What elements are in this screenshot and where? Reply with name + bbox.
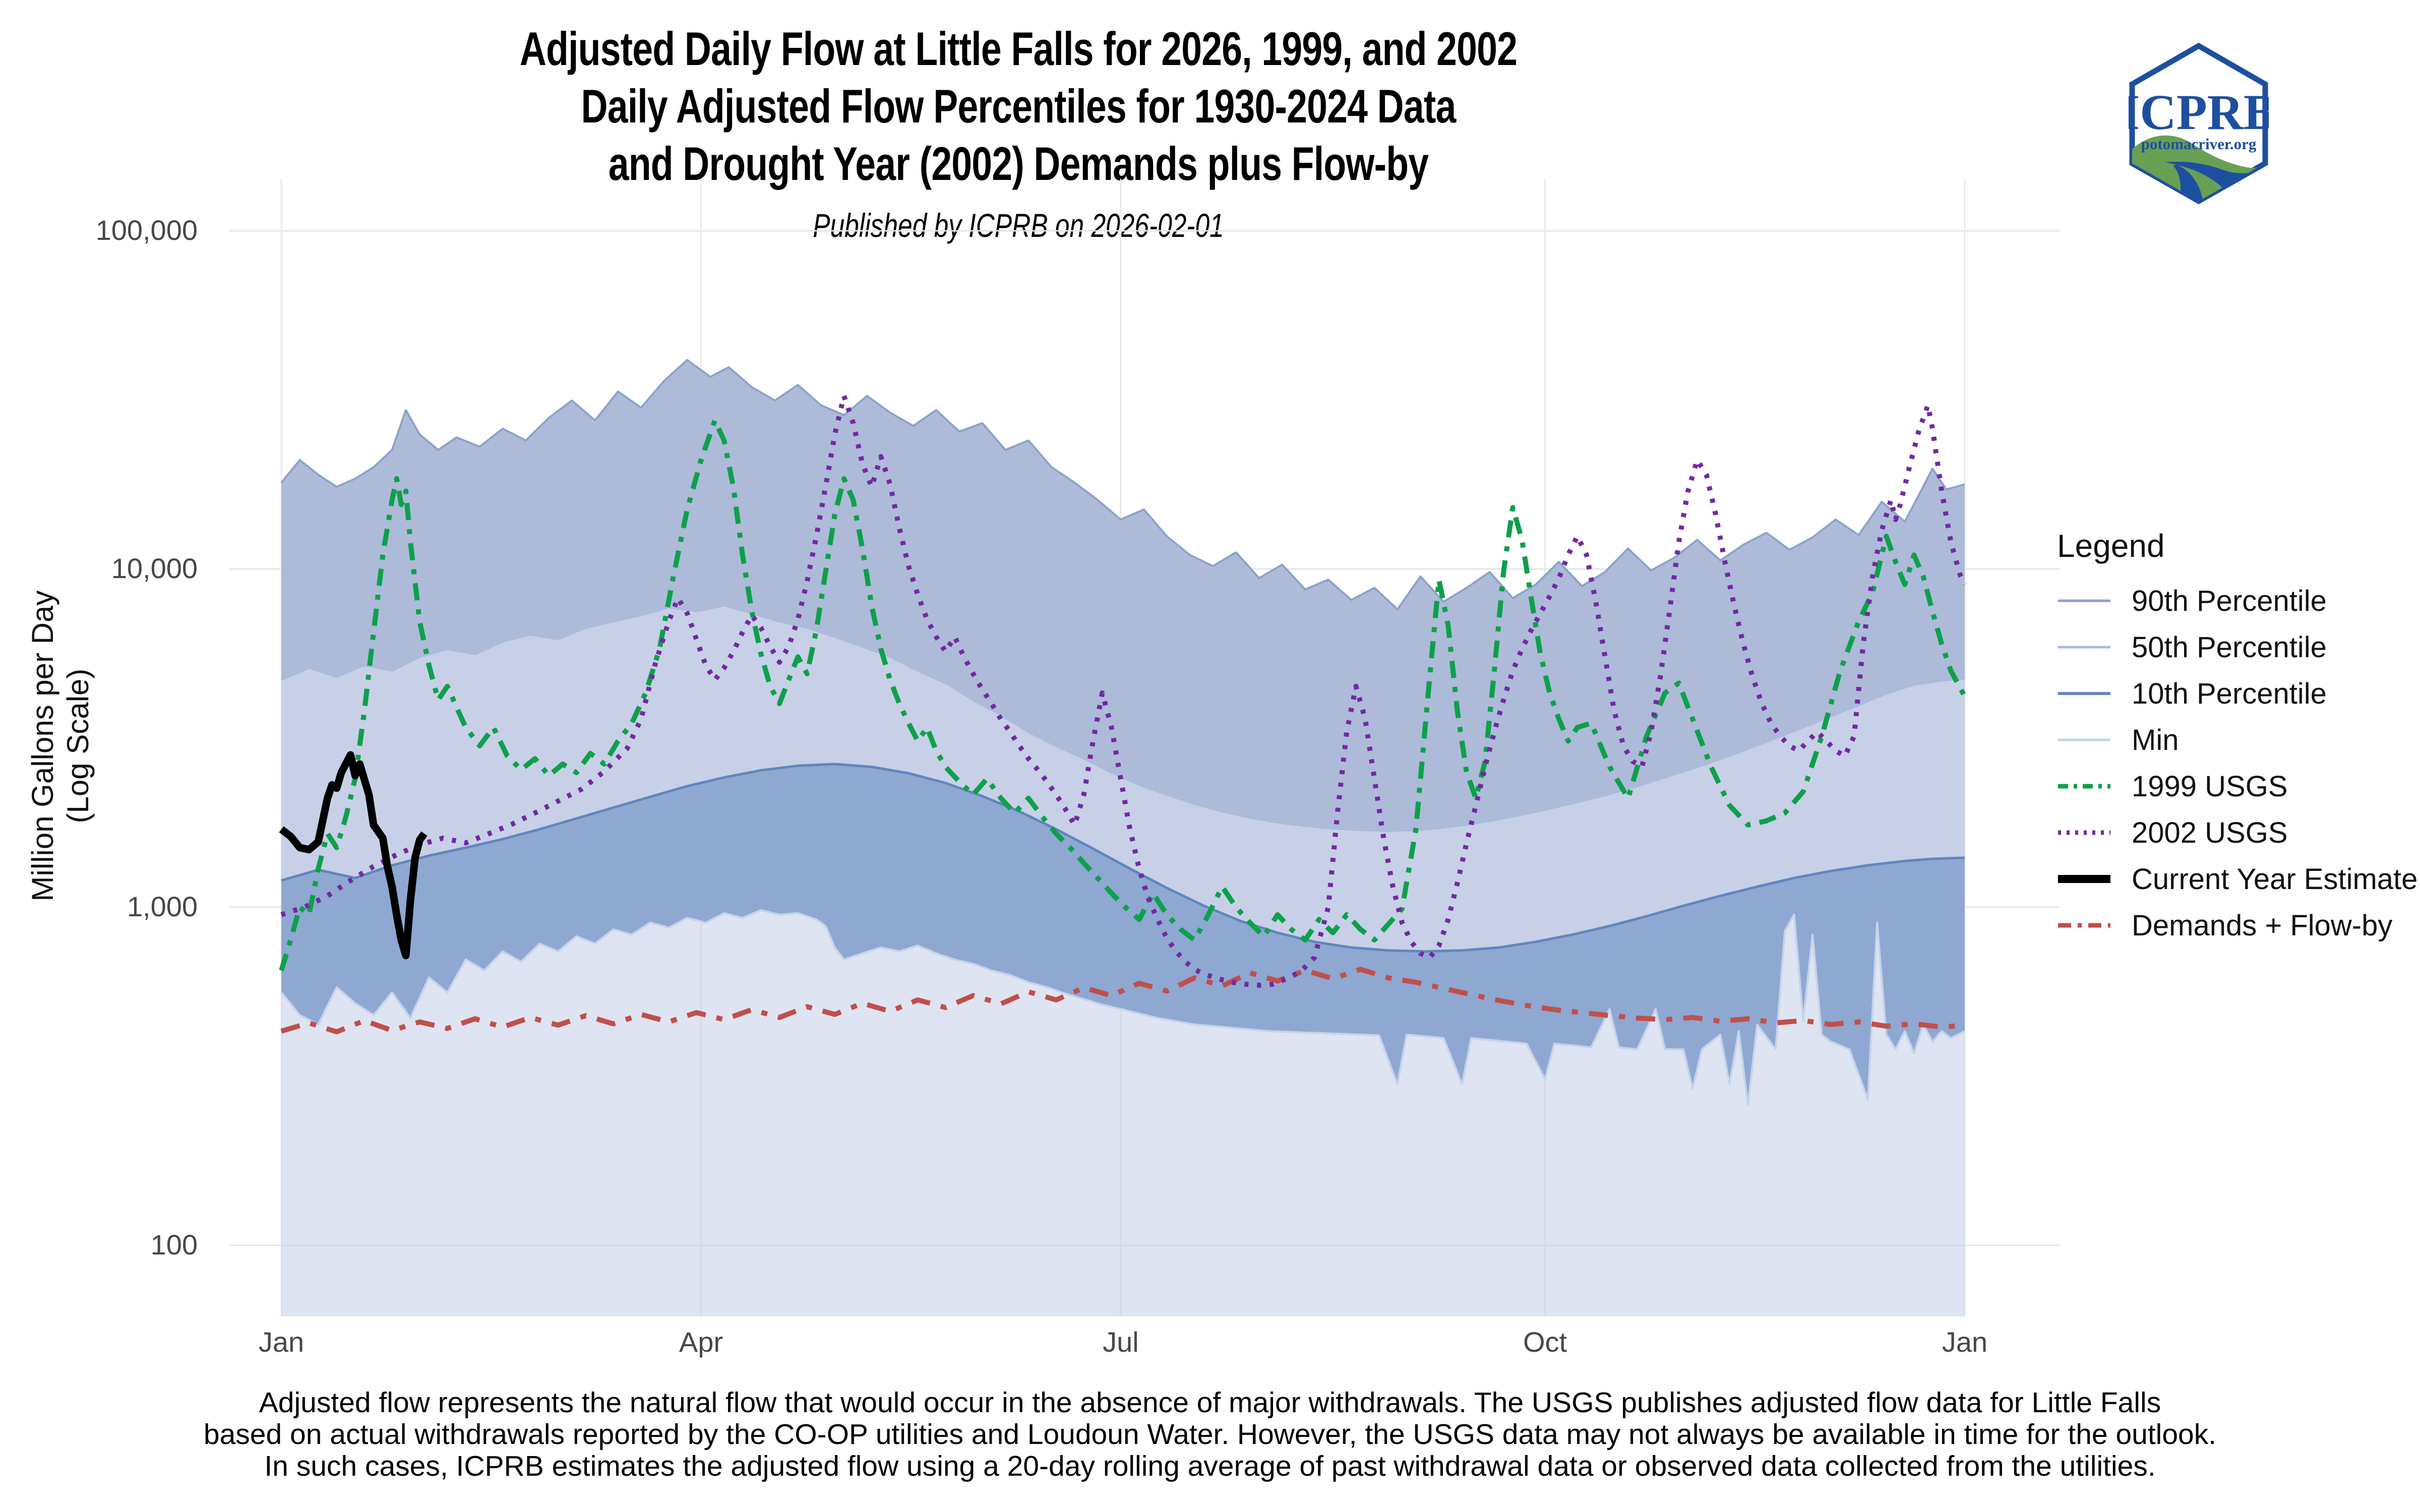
legend-item-label: 90th Percentile (2132, 584, 2327, 617)
y-tick-label: 1,000 (127, 891, 198, 922)
legend-item-label: Current Year Estimate (2132, 862, 2418, 896)
percentile-bands (281, 360, 1965, 1316)
y-axis-title-line: Million Gallons per Day (26, 590, 59, 902)
footer-line-2: based on actual withdrawals reported by … (203, 1418, 2217, 1451)
legend-item-label: 2002 USGS (2132, 816, 2288, 849)
logo-org-text: ICPRB (2129, 84, 2269, 140)
subtitle: Published by ICPRB on 2026-02-01 (813, 207, 1224, 244)
series-p10 (281, 763, 1965, 953)
legend-swatch-p50-icon (2058, 646, 2110, 649)
series-lines (279, 359, 1967, 1106)
footer-disclaimer: Adjusted flow represents the natural flo… (0, 1387, 2420, 1482)
legend-item-p90: 90th Percentile (2057, 578, 2417, 624)
plot-area (229, 179, 2060, 1316)
title-line-2: Daily Adjusted Flow Percentiles for 1930… (581, 80, 1457, 133)
series-p90 (280, 359, 1965, 610)
legend-item-label: 50th Percentile (2132, 631, 2327, 664)
y-tick-label: 100 (150, 1229, 198, 1261)
series-p50 (281, 604, 1965, 832)
x-tick-label: Apr (679, 1326, 723, 1358)
footer-line-3: In such cases, ICPRB estimates the adjus… (264, 1450, 2156, 1482)
x-tick-label: Jul (1103, 1326, 1139, 1358)
legend-item-label: 10th Percentile (2132, 677, 2327, 710)
legend-item-pmin: Min (2057, 717, 2417, 763)
y-axis-title-line: (Log Scale) (61, 668, 95, 824)
legend-item-current: Current Year Estimate (2057, 856, 2417, 902)
band-p10 (281, 764, 1965, 1105)
legend-swatch-pmin-icon (2058, 738, 2110, 741)
footer-line-1: Adjusted flow represents the natural flo… (259, 1387, 2161, 1419)
series-current (279, 751, 428, 960)
x-tick-label: Jan (258, 1326, 305, 1358)
legend-swatch-usgs2002-icon (2058, 830, 2110, 835)
x-tick-label: Oct (1523, 1326, 1567, 1358)
y-axis-title: Million Gallons per Day (Log Scale) (25, 591, 96, 902)
legend-title: Legend (2057, 528, 2165, 564)
legend-item-p50: 50th Percentile (2057, 624, 2417, 670)
legend-swatch-current-icon (2058, 875, 2110, 883)
legend-swatch-usgs1999-icon (2058, 784, 2110, 789)
title-line-1: Adjusted Daily Flow at Little Falls for … (519, 22, 1518, 75)
legend-swatch-p10-icon (2058, 692, 2110, 695)
chart-title: Adjusted Daily Flow at Little Falls for … (224, 20, 1812, 254)
series-pmin (280, 909, 1965, 1106)
icprb-logo: ICPRB potomacriver.org (2129, 42, 2269, 205)
y-tick-label: 100,000 (95, 214, 198, 246)
legend-item-label: Min (2132, 723, 2179, 757)
x-tick-label: Jan (1942, 1326, 1988, 1358)
legend-item-label: 1999 USGS (2132, 770, 2288, 803)
series-usgs2002 (280, 393, 1967, 988)
series-usgs1999 (279, 418, 1967, 971)
legend-item-usgs2002: 2002 USGS (2057, 809, 2417, 856)
legend-item-label: Demands + Flow-by (2132, 909, 2393, 942)
legend-item-p10: 10th Percentile (2057, 670, 2417, 717)
legend: Legend 90th Percentile 50th Percentile 10t… (2057, 527, 2417, 949)
logo-site-text: potomacriver.org (2141, 135, 2257, 153)
title-line-3: and Drought Year (2002) Demands plus Flo… (608, 137, 1429, 190)
legend-swatch-p90-icon (2058, 599, 2110, 602)
band-p90 (281, 360, 1965, 831)
legend-item-usgs1999: 1999 USGS (2057, 763, 2417, 809)
y-tick-label: 10,000 (111, 552, 198, 584)
series-demands (280, 967, 1965, 1035)
legend-swatch-demands-icon (2058, 923, 2110, 928)
legend-item-demands: Demands + Flow-by (2057, 902, 2417, 949)
